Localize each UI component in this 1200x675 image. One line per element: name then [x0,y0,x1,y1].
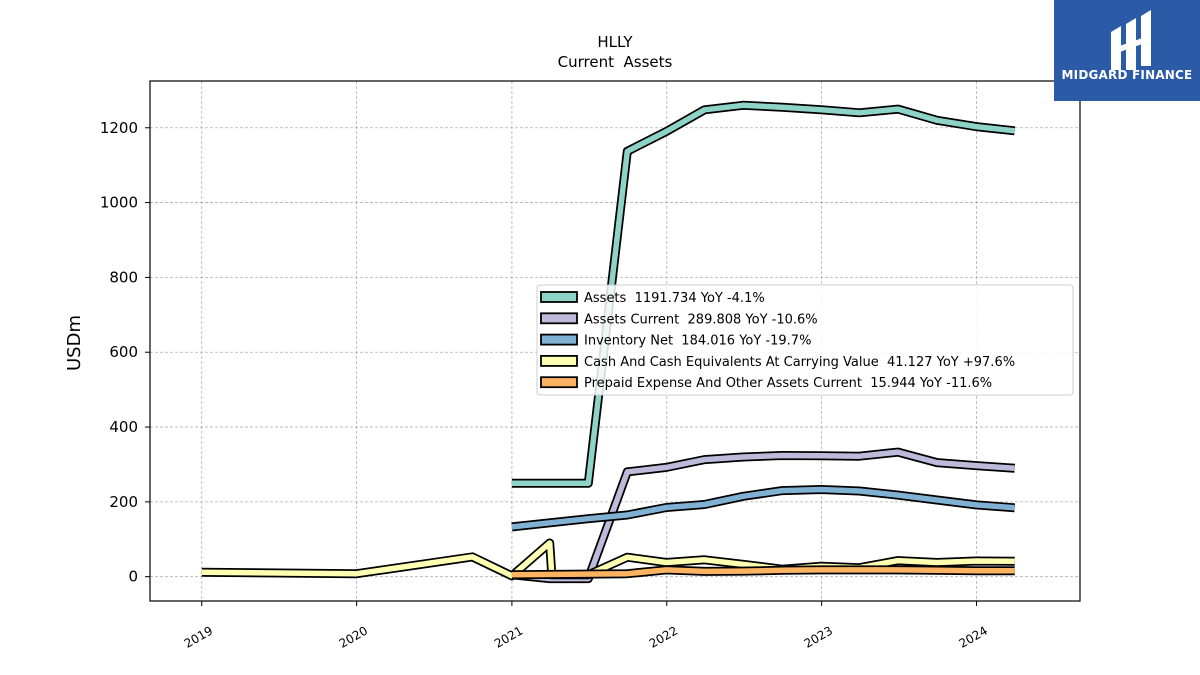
series-line [511,449,1015,582]
series-group [511,565,1015,580]
legend-swatch [540,291,578,303]
x-tick-label: 2019 [182,623,215,650]
legend-entry: Cash And Cash Equivalents At Carrying Va… [584,355,1015,370]
legend-swatch [540,312,578,325]
y-tick-label: 1000 [100,194,138,212]
legend: Assets 1191.734 YoY -4.1% Assets Current … [536,284,1074,396]
legend-swatch [540,376,578,389]
y-tick-label: 400 [109,418,138,436]
chart-subtitle: Current Assets [558,53,673,71]
y-tick-label: 0 [128,568,138,586]
series-line [511,486,1015,530]
x-axis-ticks: 2019 2020 2021 2022 2023 2024 [182,601,990,651]
x-tick-label: 2024 [957,623,990,650]
x-tick-label: 2023 [802,623,835,650]
y-tick-label: 800 [109,268,138,286]
legend-entry: Inventory Net 184.016 YoY -19.7% [584,334,811,349]
series-line [201,540,1015,579]
y-tick-label: 600 [109,343,138,361]
plot-frame [149,80,1081,602]
series-group [511,447,1016,584]
y-axis-ticks: 0 200 400 600 800 1000 1200 [100,119,150,586]
series-group [511,485,1016,532]
midgard-logo-icon [1111,10,1151,70]
logo-text: MIDGARD FINANCE [1061,68,1193,82]
chart-title: HLLY [597,33,633,51]
y-axis-label: USDm [64,315,85,371]
series-line [511,102,1015,486]
legend-swatch [540,333,578,346]
series-group [511,100,1016,488]
x-tick-label: 2022 [647,623,680,650]
brand-logo: MIDGARD FINANCE [1054,0,1200,101]
legend-swatch [540,354,578,367]
series-lines [201,100,1016,584]
legend-entry: Assets 1191.734 YoY -4.1% [584,291,765,306]
legend-entry: Prepaid Expense And Other Assets Current… [584,376,992,391]
y-tick-label: 1200 [100,119,138,137]
y-tick-label: 200 [109,493,138,511]
x-tick-label: 2020 [337,623,370,650]
series-group [201,538,1015,581]
legend-entry: Assets Current 289.808 YoY -10.6% [584,312,818,327]
legend-box [536,284,1074,396]
x-tick-label: 2021 [492,623,525,650]
series-line [511,567,1015,578]
